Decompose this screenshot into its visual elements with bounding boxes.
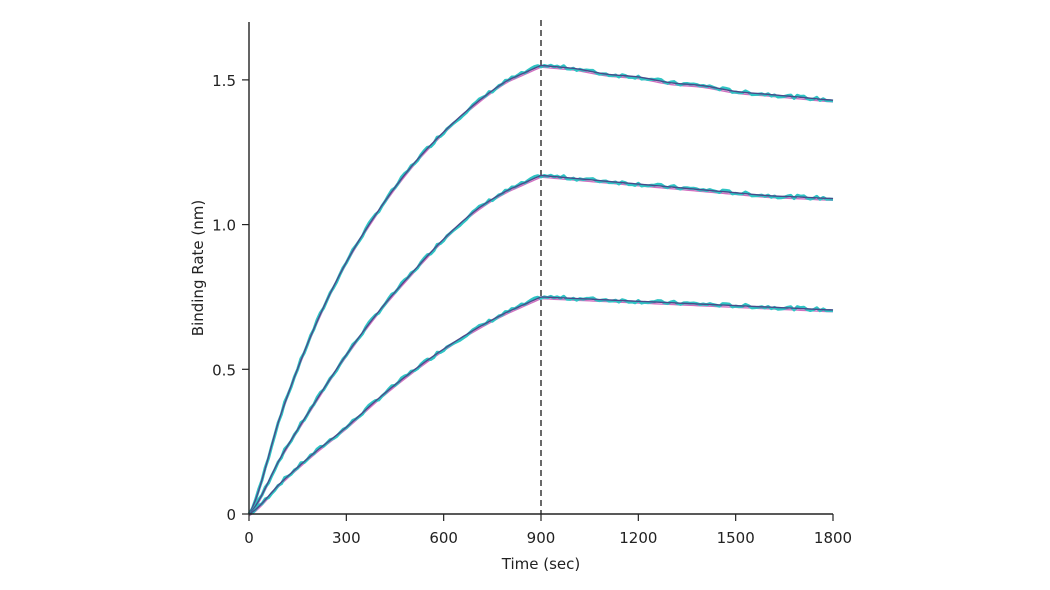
y-tick-label: 0.5	[212, 361, 236, 379]
y-tick-label: 0	[226, 506, 236, 524]
x-axis-label: Time (sec)	[501, 555, 580, 573]
x-tick-label: 1500	[717, 529, 755, 547]
plot-area	[247, 20, 834, 517]
ticks: 0 300 600 900 1200 1500 1800 0 0.5 1.0 1.5	[212, 72, 852, 547]
x-tick-label: 0	[244, 529, 254, 547]
y-tick-label: 1.0	[212, 217, 236, 235]
y-axis-label: Binding Rate (nm)	[189, 200, 207, 336]
x-tick-label: 1200	[619, 529, 657, 547]
x-tick-label: 300	[332, 529, 361, 547]
x-tick-label: 900	[527, 529, 556, 547]
y-tick-label: 1.5	[212, 72, 236, 90]
series-fit-line	[248, 296, 834, 515]
x-tick-label: 1800	[814, 529, 852, 547]
series-fit-line	[248, 64, 834, 515]
x-tick-label: 600	[429, 529, 458, 547]
series-fit-line	[248, 174, 834, 515]
